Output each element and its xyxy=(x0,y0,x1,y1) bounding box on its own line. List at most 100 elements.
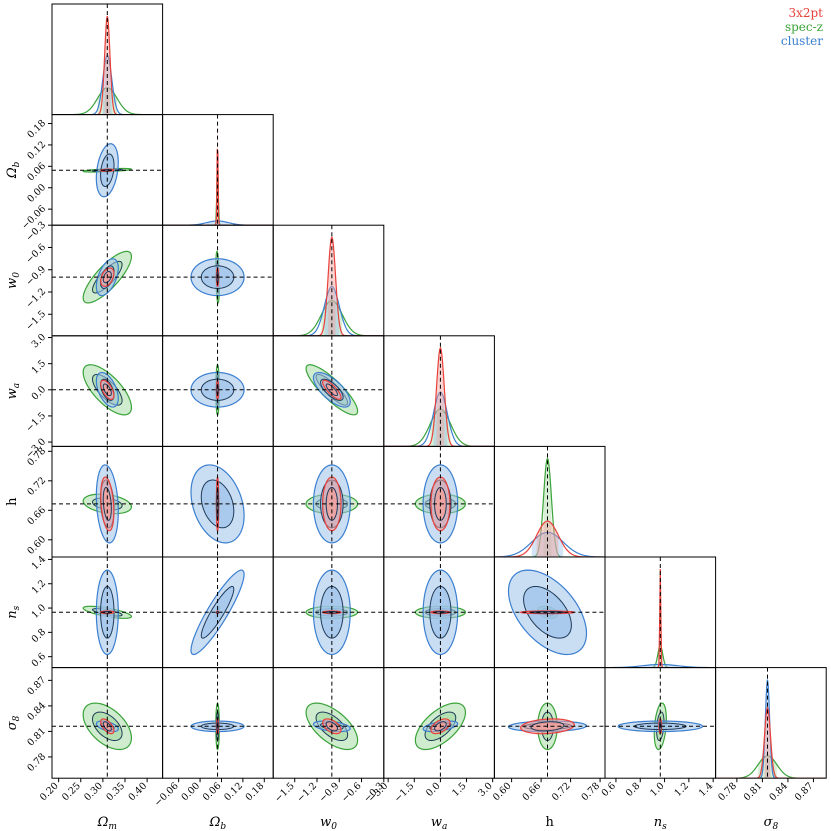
contour-w0-wa xyxy=(273,335,384,447)
contour-h-ns xyxy=(494,557,605,668)
marginal-band-3x2pt xyxy=(764,707,771,779)
x-tick-label: 0.25 xyxy=(60,781,83,804)
contour-Ob-w0 xyxy=(162,225,274,336)
x-tick-label: 0.35 xyxy=(104,781,127,804)
y-axis-label-h: h xyxy=(5,497,20,506)
marginal-Om xyxy=(52,4,163,115)
contour-Om-ns xyxy=(52,557,163,668)
contour-Om-w0 xyxy=(52,225,163,336)
marginal-curve-cluster xyxy=(715,679,827,779)
marginal-curve-3x2pt xyxy=(383,346,495,447)
x-tick-label: −1.2 xyxy=(295,781,319,805)
x-tick-label: 0.8 xyxy=(624,781,642,799)
x-tick-label: 0.66 xyxy=(520,781,543,804)
marginal-curve-3x2pt xyxy=(52,15,163,115)
marginal-band-cluster xyxy=(102,55,112,115)
x-tick-label: 0.6 xyxy=(600,781,618,799)
x-axis-label-wa: wa xyxy=(431,815,448,831)
y-tick-label: 1.0 xyxy=(30,602,48,620)
marginal-band-cluster xyxy=(433,392,448,447)
marginal-band-3x2pt xyxy=(104,16,110,115)
y-tick-label: 1.2 xyxy=(30,578,48,596)
y-tick-label: 0.8 xyxy=(30,627,48,645)
x-tick-label: −1.5 xyxy=(273,781,297,805)
x-tick-label: 0.40 xyxy=(126,781,149,804)
x-tick-label: 0.06 xyxy=(201,781,224,804)
contour-w0-h xyxy=(273,446,384,557)
contour-Om-s8 xyxy=(52,667,163,779)
y-tick-label: 0.12 xyxy=(25,139,48,162)
x-tick-label: 0.78 xyxy=(716,781,739,804)
y-tick-label: 0.84 xyxy=(25,700,48,723)
marginal-curve-3x2pt xyxy=(273,235,384,336)
y-axis-label-Ob: Ωb xyxy=(5,161,22,179)
x-tick-label: −0.6 xyxy=(340,781,364,805)
contour-Ob-wa xyxy=(162,335,274,447)
y-tick-label: 0.0 xyxy=(30,384,48,402)
contour-wa-h xyxy=(383,446,495,557)
contour-ns-s8 xyxy=(605,667,716,779)
marginal-curve-3x2pt xyxy=(715,706,827,779)
y-tick-label: 3.0 xyxy=(30,332,48,350)
y-axis-label-s8: σ8 xyxy=(5,715,22,730)
legend-entry-cluster: cluster xyxy=(780,34,823,48)
y-tick-label: 0.6 xyxy=(30,651,48,669)
contour-w0-ns xyxy=(273,557,384,668)
contour-Om-wa xyxy=(52,335,163,447)
x-tick-label: 1.4 xyxy=(697,781,715,799)
contour-w0-s8 xyxy=(273,667,384,779)
marginal-curve-cluster xyxy=(383,391,495,447)
x-tick-label: 0.84 xyxy=(767,781,790,804)
y-tick-label: 0.00 xyxy=(25,182,48,205)
x-tick-label: −0.9 xyxy=(317,781,341,805)
y-tick-label: −0.9 xyxy=(24,264,48,288)
contour-Ob-s8 xyxy=(162,667,274,779)
y-tick-label: 0.06 xyxy=(25,161,48,184)
marginal-band-3x2pt xyxy=(436,347,445,447)
marginal-Ob xyxy=(162,114,274,226)
x-tick-label: 0.18 xyxy=(244,781,267,804)
y-tick-label: 0.18 xyxy=(25,118,48,141)
x-tick-label: 0.12 xyxy=(222,781,245,804)
x-axis-label-ns: ns xyxy=(654,815,667,831)
contour-Ob-ns xyxy=(162,557,274,668)
marginal-wa xyxy=(383,335,495,447)
panel-frame xyxy=(715,667,827,779)
contour-h-s8 xyxy=(494,667,605,779)
x-tick-label: 0.87 xyxy=(793,781,816,804)
y-axis-label-ns: ns xyxy=(5,605,22,618)
marginal-h xyxy=(494,446,605,557)
marginal-curve-cluster xyxy=(273,285,384,336)
ellipse-1sigma-3x2pt xyxy=(102,383,112,397)
legend-entry-3x2pt: 3x2pt xyxy=(788,6,823,20)
y-tick-label: −1.5 xyxy=(24,309,48,333)
marginal-curve-3x2pt xyxy=(605,568,716,668)
contour-Om-Ob xyxy=(52,114,163,226)
x-axis-label-h: h xyxy=(546,815,555,830)
x-tick-label: −3.0 xyxy=(366,781,390,805)
x-tick-label: 0.81 xyxy=(742,781,765,804)
x-tick-label: 0.60 xyxy=(491,781,514,804)
contour-Ob-h xyxy=(162,446,274,557)
x-tick-label: 1.0 xyxy=(648,781,666,799)
y-tick-label: 0.60 xyxy=(25,534,48,557)
y-tick-label: −1.2 xyxy=(24,286,48,310)
x-tick-label: 0.00 xyxy=(179,781,202,804)
x-tick-label: 0.78 xyxy=(579,781,602,804)
marginal-curve-spec-z xyxy=(605,644,716,668)
x-axis-label-s8: σ8 xyxy=(764,815,779,831)
x-tick-label: 0.72 xyxy=(550,781,573,804)
y-tick-label: 0.81 xyxy=(25,726,48,749)
marginal-s8 xyxy=(715,667,827,779)
x-axis-label-w0: w0 xyxy=(320,815,337,831)
x-axis-label-Ob: Ωb xyxy=(209,815,227,831)
contour-Om-h xyxy=(52,446,163,557)
x-axis-label-Om: Ωm xyxy=(97,815,117,831)
marginal-curve-cluster xyxy=(494,531,605,557)
x-tick-label: −0.06 xyxy=(152,781,180,809)
marginal-band-3x2pt xyxy=(328,237,336,336)
contour-wa-s8 xyxy=(383,667,495,779)
marginal-ns xyxy=(605,557,716,668)
marginal-curve-spec-z xyxy=(494,457,605,557)
